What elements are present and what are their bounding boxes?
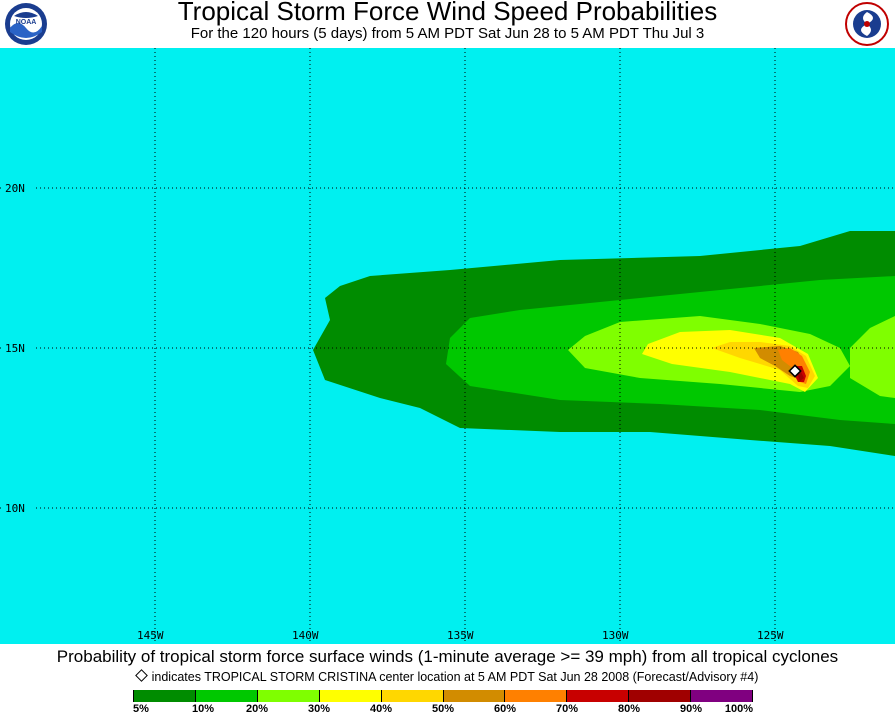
storm-legend-text: indicates TROPICAL STORM CRISTINA center… <box>151 670 759 684</box>
storm-center-marker[interactable] <box>788 364 802 378</box>
lon-label-135w: 135W <box>447 629 474 642</box>
scale-label: 20% <box>245 703 269 715</box>
lon-label-125w: 125W <box>757 629 784 642</box>
lat-label-10n: 10N <box>5 502 25 515</box>
scale-label: 90% <box>679 703 703 715</box>
scale-label: 5% <box>133 703 149 715</box>
scale-swatch <box>567 690 630 702</box>
scale-label: 80% <box>617 703 641 715</box>
page-title: Tropical Storm Force Wind Speed Probabil… <box>177 0 718 26</box>
probability-color-scale <box>133 690 754 702</box>
prob-contour-20 <box>850 316 895 398</box>
probability-map: 20N 15N 10N 145W 140W 135W 130W 125W <box>0 48 895 644</box>
scale-swatch <box>381 690 444 702</box>
scale-swatch <box>443 690 506 702</box>
lon-label-145w: 145W <box>137 629 164 642</box>
map-canvas: 20N 15N 10N 145W 140W 135W 130W 125W <box>0 48 895 644</box>
scale-label: 70% <box>555 703 579 715</box>
scale-swatch <box>629 690 692 702</box>
scale-label: 10% <box>191 703 215 715</box>
scale-label: 60% <box>493 703 517 715</box>
scale-swatch <box>319 690 382 702</box>
lat-label-15n: 15N <box>5 342 25 355</box>
lat-label-bg <box>4 181 34 195</box>
storm-legend-note: indicates TROPICAL STORM CRISTINA center… <box>0 669 895 685</box>
scale-label: 30% <box>307 703 331 715</box>
scale-swatch <box>195 690 258 702</box>
map-caption: Probability of tropical storm force surf… <box>56 647 839 666</box>
diamond-icon <box>134 669 148 682</box>
page-subtitle: For the 120 hours (5 days) from 5 AM PDT… <box>190 25 705 42</box>
noaa-logo-text: NOAA <box>16 19 37 26</box>
header: NOAA Tropical Storm Force Wind Speed Pro… <box>0 0 895 48</box>
scale-label: 50% <box>431 703 455 715</box>
scale-swatch <box>133 690 196 702</box>
lat-label-20n: 20N <box>5 182 25 195</box>
probability-scale-labels: 5% 10% 20% 30% 40% 50% 60% 70% 80% 90% 100% <box>0 703 895 716</box>
lon-label-130w: 130W <box>602 629 629 642</box>
scale-label: 100% <box>724 703 754 715</box>
scale-swatch <box>257 690 320 702</box>
diamond-icon <box>788 364 802 378</box>
scale-swatch <box>691 690 754 702</box>
lon-label-140w: 140W <box>292 629 319 642</box>
graticule <box>0 48 895 644</box>
scale-label: 40% <box>369 703 393 715</box>
lat-label-bg <box>4 501 34 515</box>
scale-swatch <box>505 690 568 702</box>
noaa-logo: NOAA <box>5 3 47 45</box>
lat-label-bg <box>4 341 34 355</box>
nws-logo <box>845 2 889 46</box>
